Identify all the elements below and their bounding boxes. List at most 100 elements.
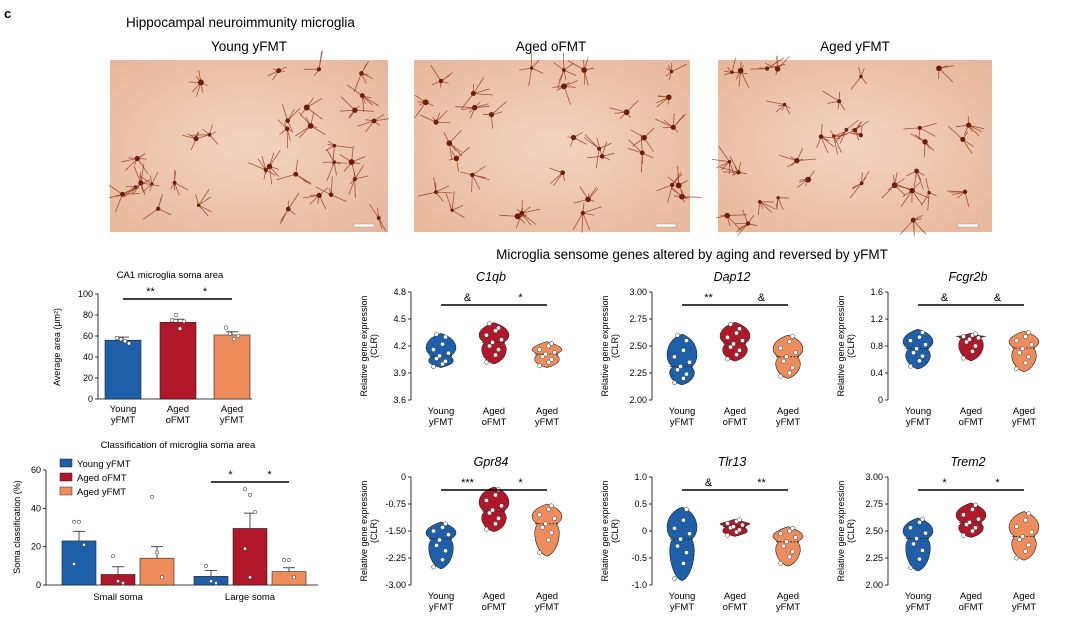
microglia-soma bbox=[927, 190, 931, 195]
microglia-process bbox=[656, 172, 683, 203]
data-point bbox=[437, 353, 442, 359]
data-point bbox=[549, 340, 554, 346]
data-point bbox=[908, 363, 913, 369]
microglia-soma bbox=[580, 210, 585, 216]
violin bbox=[955, 332, 987, 362]
violin bbox=[666, 506, 698, 581]
data-point bbox=[126, 341, 132, 346]
microglia-process bbox=[903, 122, 937, 140]
microglia-soma bbox=[852, 127, 858, 133]
microglia-process bbox=[956, 116, 985, 137]
violin bbox=[531, 503, 563, 557]
microglia-soma bbox=[805, 176, 812, 183]
data-point bbox=[431, 528, 436, 534]
data-point bbox=[920, 330, 925, 335]
data-point bbox=[923, 342, 928, 347]
microglia-soma bbox=[293, 171, 299, 177]
microglia-soma bbox=[764, 66, 770, 71]
data-point bbox=[731, 524, 736, 530]
microglia-process bbox=[279, 192, 300, 225]
microglia-process bbox=[670, 186, 702, 203]
data-point bbox=[793, 535, 798, 540]
microglia-soma bbox=[470, 91, 476, 97]
microglia-soma bbox=[120, 191, 126, 197]
y-tick-label: 4.2 bbox=[393, 341, 406, 351]
scale-bar bbox=[353, 223, 375, 228]
data-point bbox=[787, 339, 792, 345]
data-point bbox=[434, 331, 439, 337]
microglia-soma bbox=[453, 155, 460, 162]
y-axis-label: Relative gene expression(CLR) bbox=[836, 480, 856, 581]
y-tick-label: 0 bbox=[36, 580, 41, 590]
data-point bbox=[787, 370, 792, 376]
microglia-soma bbox=[914, 168, 919, 174]
microglia-soma bbox=[193, 136, 199, 142]
microglia-soma bbox=[316, 192, 322, 198]
microglia-process bbox=[757, 201, 776, 215]
x-tick-label: Aged yFMT bbox=[1012, 591, 1036, 613]
data-point bbox=[546, 537, 551, 543]
data-point bbox=[970, 528, 975, 534]
data-point bbox=[496, 516, 501, 521]
y-tick-label: 2.75 bbox=[629, 314, 647, 324]
significance-label: * bbox=[228, 469, 233, 481]
data-point bbox=[781, 543, 786, 549]
fcgr2b-violin-chart: Fcgr2b Relative gene expression(CLR) 0 0.4 0… bbox=[836, 270, 1040, 428]
data-point bbox=[431, 564, 436, 570]
microglia-soma bbox=[859, 74, 863, 79]
microglia-soma bbox=[859, 181, 864, 186]
legend-swatch bbox=[59, 486, 73, 496]
microglia-soma bbox=[832, 134, 836, 138]
sensome-title: Microglia sensome genes altered by aging… bbox=[496, 247, 888, 262]
x-tick-label: Aged oFMT bbox=[482, 406, 507, 428]
data-point bbox=[484, 359, 489, 365]
data-point bbox=[499, 503, 504, 509]
y-tick-label: 60 bbox=[83, 331, 93, 341]
y-tick-label: 3.6 bbox=[393, 395, 406, 405]
data-point bbox=[740, 522, 745, 528]
data-point bbox=[681, 376, 686, 381]
micrograph-label: Young yFMT bbox=[211, 39, 287, 54]
micrograph-aged-ofmt: Aged oFMT bbox=[414, 39, 702, 233]
tlr13-violin-chart: Tlr13 Relative gene expression(CLR) -1.0 -0… bbox=[600, 455, 804, 613]
microglia-process bbox=[829, 130, 848, 155]
data-point bbox=[787, 528, 792, 534]
data-point bbox=[681, 561, 686, 566]
data-point bbox=[537, 512, 542, 518]
data-point bbox=[728, 322, 733, 327]
bar bbox=[61, 540, 97, 586]
y-axis-label: Relative gene expression(CLR) bbox=[359, 295, 379, 396]
microglia-process bbox=[567, 57, 594, 86]
chart-title: CA1 microglia soma area bbox=[117, 270, 224, 281]
legend-label: Young yFMT bbox=[77, 459, 131, 470]
data-point bbox=[1014, 366, 1019, 372]
microglia-soma bbox=[670, 182, 675, 188]
data-point bbox=[914, 536, 919, 541]
microglia-soma bbox=[422, 99, 429, 106]
microglia-process bbox=[277, 119, 293, 149]
data-point bbox=[72, 562, 76, 566]
microglia-soma bbox=[757, 200, 762, 204]
chart-title: Tlr13 bbox=[718, 455, 747, 469]
microglia-process bbox=[430, 65, 453, 88]
microglia-process bbox=[630, 127, 655, 153]
data-point bbox=[790, 333, 795, 339]
microglia-soma bbox=[917, 125, 922, 130]
data-point bbox=[431, 364, 436, 370]
microglia-soma bbox=[359, 71, 364, 76]
data-point bbox=[675, 332, 680, 338]
data-point bbox=[675, 543, 680, 549]
data-point bbox=[493, 492, 498, 498]
y-tick-label: 40 bbox=[83, 352, 93, 362]
data-point bbox=[122, 339, 128, 344]
significance-label: & bbox=[464, 292, 472, 304]
microglia-process bbox=[339, 145, 366, 181]
soma-classification-bar-chart: Classification of microglia soma area Som… bbox=[12, 440, 318, 603]
microglia-soma bbox=[198, 79, 204, 86]
violin bbox=[902, 517, 934, 572]
microglia-process bbox=[282, 104, 301, 132]
data-point bbox=[911, 541, 916, 547]
microglia-process bbox=[946, 190, 970, 208]
microglia-soma bbox=[316, 67, 321, 72]
data-point bbox=[1014, 524, 1019, 530]
